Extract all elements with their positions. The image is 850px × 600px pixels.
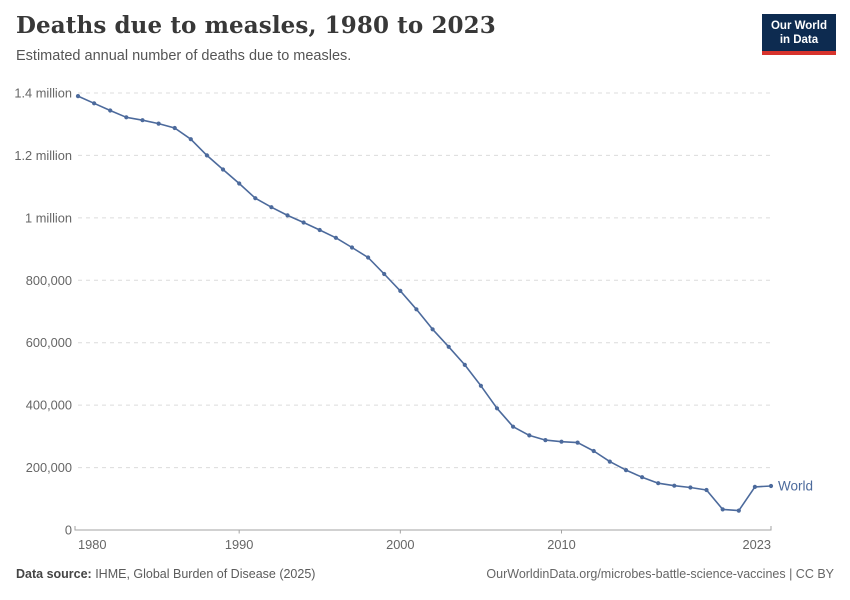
data-point[interactable]	[704, 487, 709, 493]
y-tick-label: 1.2 million	[14, 148, 72, 163]
data-point[interactable]	[237, 181, 242, 186]
data-point[interactable]	[140, 118, 145, 123]
data-point[interactable]	[301, 220, 306, 225]
data-source-label: Data source:	[16, 567, 92, 581]
data-point[interactable]	[430, 327, 435, 332]
series-end-label: World	[778, 478, 813, 493]
data-point[interactable]	[317, 227, 322, 233]
y-tick-label: 800,000	[26, 273, 72, 288]
data-point[interactable]	[366, 255, 371, 260]
data-point[interactable]	[736, 508, 741, 513]
data-source-value: IHME, Global Burden of Disease (2025)	[91, 567, 316, 581]
data-point[interactable]	[688, 485, 693, 490]
chart-title: Deaths due to measles, 1980 to 2023	[16, 12, 496, 39]
y-tick-label: 400,000	[26, 398, 72, 413]
data-point[interactable]	[607, 459, 612, 464]
data-point[interactable]	[349, 245, 355, 250]
y-tick-label: 200,000	[26, 460, 72, 475]
y-tick-label: 1 million	[25, 210, 72, 225]
y-tick-label: 600,000	[26, 335, 72, 350]
data-point[interactable]	[108, 108, 113, 113]
data-point[interactable]	[188, 137, 193, 142]
x-tick-label: 2000	[386, 537, 414, 552]
data-point[interactable]	[75, 94, 81, 99]
data-point[interactable]	[172, 125, 177, 131]
data-point[interactable]	[494, 406, 500, 411]
logo-line-1: Our World	[770, 20, 827, 32]
data-source: Data source: IHME, Global Burden of Dise…	[16, 567, 315, 581]
data-point[interactable]	[478, 383, 483, 388]
chart-footer: Data source: IHME, Global Burden of Dise…	[16, 567, 834, 581]
data-point[interactable]	[333, 235, 338, 240]
owid-logo[interactable]: Our World in Data	[761, 14, 836, 55]
data-point[interactable]	[253, 196, 258, 201]
data-point[interactable]	[672, 483, 677, 488]
data-point[interactable]	[382, 271, 387, 277]
data-point[interactable]	[414, 307, 419, 312]
x-tick-label: 2010	[547, 537, 575, 552]
y-tick-label: 0	[65, 523, 72, 538]
data-point[interactable]	[462, 362, 467, 367]
x-tick-label: 2023	[743, 537, 771, 552]
x-tick-label: 1980	[78, 537, 106, 552]
attribution-link[interactable]: OurWorldinData.org/microbes-battle-scien…	[486, 567, 834, 581]
data-point[interactable]	[623, 468, 629, 473]
data-point[interactable]	[656, 481, 661, 486]
data-point[interactable]	[543, 438, 548, 443]
data-point[interactable]	[768, 483, 774, 489]
data-point[interactable]	[527, 433, 532, 438]
data-point[interactable]	[752, 484, 758, 489]
data-point[interactable]	[285, 213, 290, 218]
data-point[interactable]	[575, 440, 580, 445]
data-point[interactable]	[591, 448, 596, 454]
data-point[interactable]	[720, 507, 725, 512]
chart-subtitle: Estimated annual number of deaths due to…	[16, 47, 352, 64]
data-point[interactable]	[446, 344, 451, 349]
data-point[interactable]	[204, 153, 209, 158]
data-point[interactable]	[156, 121, 161, 126]
data-point[interactable]	[124, 115, 129, 120]
data-point[interactable]	[269, 205, 274, 210]
chart-header: Deaths due to measles, 1980 to 2023 Esti…	[16, 12, 756, 65]
data-point[interactable]	[92, 101, 97, 106]
x-axis	[74, 526, 772, 531]
series-line	[77, 95, 772, 512]
logo-line-2: in Data	[779, 33, 819, 46]
data-point[interactable]	[220, 167, 226, 172]
data-point[interactable]	[398, 288, 403, 293]
y-tick-label: 1.4 million	[14, 86, 72, 101]
data-point[interactable]	[559, 439, 564, 444]
x-tick-label: 1990	[225, 537, 253, 552]
data-point[interactable]	[510, 424, 516, 429]
data-point[interactable]	[640, 475, 645, 480]
